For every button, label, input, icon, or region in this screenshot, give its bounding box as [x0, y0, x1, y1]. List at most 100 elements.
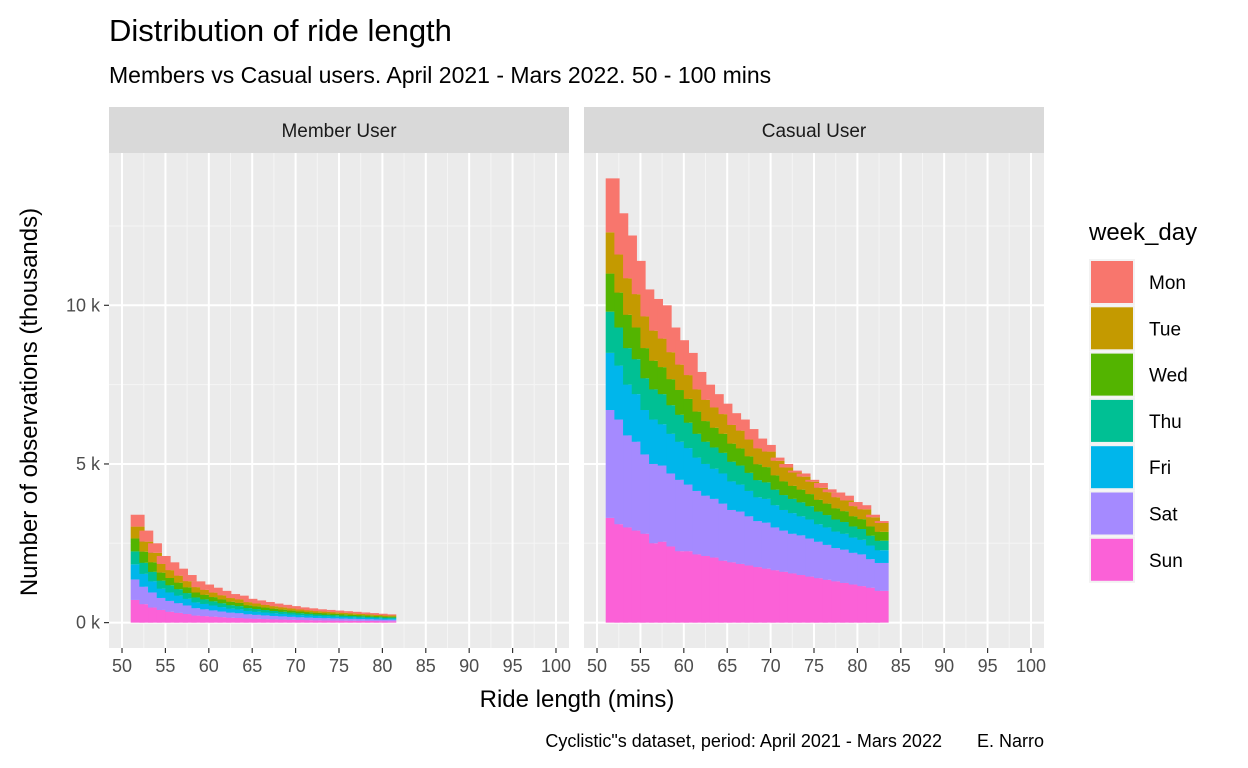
bar-segment-wed: [848, 516, 863, 527]
bar-segment-mon: [148, 543, 162, 553]
bar-segment-sun: [286, 619, 301, 623]
bar-segment-sun: [191, 615, 206, 623]
bar-segment-tue: [260, 604, 275, 608]
bar-segment-mon: [874, 521, 889, 523]
bar-segment-sat: [321, 618, 336, 621]
bar-segment-fri: [191, 602, 206, 609]
bar-segment-sat: [208, 610, 223, 617]
bar-segment-thu: [200, 599, 215, 604]
bar-segment-mon: [286, 606, 301, 609]
bar-segment-tue: [831, 497, 846, 509]
bar-segment-mon: [814, 483, 828, 488]
bar-segment-wed: [286, 610, 301, 613]
bar-segment-sun: [874, 590, 889, 623]
bar-segment-mon: [260, 601, 275, 605]
bar-segment-thu: [304, 613, 319, 616]
bar-segment-fri: [260, 612, 275, 616]
x-tick-label: 70: [286, 656, 306, 676]
bar-segment-tue: [347, 613, 362, 615]
bar-segment-tue: [217, 595, 232, 600]
bar-segment-fri: [304, 615, 319, 618]
bar-segment-wed: [165, 578, 180, 586]
x-tick-label: 100: [1016, 656, 1046, 676]
x-tick-label: 65: [242, 656, 262, 676]
bar-segment-wed: [182, 587, 197, 594]
bar-segment-fri: [373, 618, 388, 620]
bar-segment-sun: [356, 620, 371, 623]
bar-segment-sat: [260, 615, 275, 620]
bar-segment-sun: [321, 620, 336, 623]
bar-segment-tue: [321, 611, 336, 614]
bar-segment-thu: [339, 615, 353, 618]
bar-segment-fri: [330, 616, 345, 619]
bar-segment-thu: [347, 616, 362, 618]
bar-segment-tue: [252, 603, 267, 607]
bar-segment-fri: [148, 581, 162, 593]
bar-segment-sat: [234, 613, 249, 619]
bar-segment-tue: [269, 606, 284, 609]
bar-segment-sun: [208, 616, 223, 623]
bar-segment-wed: [312, 612, 327, 615]
bar-segment-tue: [866, 517, 880, 527]
bar-segment-fri: [234, 609, 249, 614]
bar-segment-fri: [382, 618, 397, 620]
bar-segment-tue: [312, 611, 327, 613]
bar-segment-wed: [260, 607, 275, 611]
chart-title: Distribution of ride length: [109, 13, 452, 48]
bar-segment-thu: [840, 522, 854, 534]
x-tick-label: 70: [761, 656, 781, 676]
bar-segment-wed: [156, 572, 171, 581]
bar-segment-tue: [191, 587, 206, 593]
bar-segment-sat: [156, 597, 171, 610]
bar-segment-thu: [330, 615, 345, 617]
bar-segment-wed: [174, 582, 188, 590]
bar-segment-sat: [182, 605, 197, 615]
bar-segment-wed: [814, 499, 828, 512]
bar-segment-thu: [373, 617, 388, 619]
bar-segment-fri: [208, 605, 223, 611]
bar-segment-mon: [805, 479, 820, 482]
bar-segment-mon: [304, 608, 319, 611]
bar-segment-mon: [130, 514, 145, 527]
bar-segment-sun: [304, 620, 319, 623]
bar-segment-tue: [339, 612, 353, 615]
legend-label-wed: Wed: [1149, 366, 1188, 387]
bar-segment-fri: [356, 617, 371, 620]
bar-segment-thu: [365, 616, 379, 618]
bar-segment-mon: [822, 489, 837, 493]
bar-segment-tue: [174, 575, 188, 583]
bar-segment-tue: [148, 552, 162, 563]
bar-segment-thu: [252, 609, 267, 612]
x-tick-label: 85: [891, 656, 911, 676]
legend-key-fri: [1091, 446, 1133, 489]
bar-segment-mon: [718, 403, 733, 415]
bar-segment-wed: [347, 614, 362, 617]
y-tick-label: 10 k: [66, 295, 101, 315]
bar-segment-sat: [356, 619, 371, 621]
bar-segment-wed: [139, 551, 154, 563]
bar-segment-mon: [321, 609, 336, 612]
bar-segment-wed: [382, 616, 397, 618]
x-tick-label: 75: [804, 656, 824, 676]
bar-segment-thu: [165, 585, 180, 593]
bar-segment-mon: [770, 457, 785, 461]
bar-segment-mon: [191, 581, 206, 588]
bar-segment-sat: [174, 603, 188, 613]
bar-segment-thu: [243, 608, 258, 611]
bar-segment-fri: [347, 617, 362, 619]
x-tick-label: 60: [199, 656, 219, 676]
bar-segment-fri: [269, 613, 284, 616]
bar-segment-thu: [148, 571, 162, 582]
bar-segment-sun: [339, 620, 353, 623]
bar-segment-wed: [866, 526, 880, 536]
bar-segment-sun: [278, 619, 293, 623]
facet-label: Member User: [281, 121, 397, 142]
bar-segment-mon: [866, 514, 880, 518]
bar-segment-mon: [174, 568, 188, 576]
bar-segment-sat: [278, 616, 293, 620]
bar-segment-mon: [269, 603, 284, 607]
bar-segment-sun: [234, 618, 249, 623]
bar-segment-sat: [165, 600, 180, 612]
y-axis-title: Number of observations (thousands): [16, 208, 43, 596]
bar-segment-mon: [295, 607, 310, 610]
